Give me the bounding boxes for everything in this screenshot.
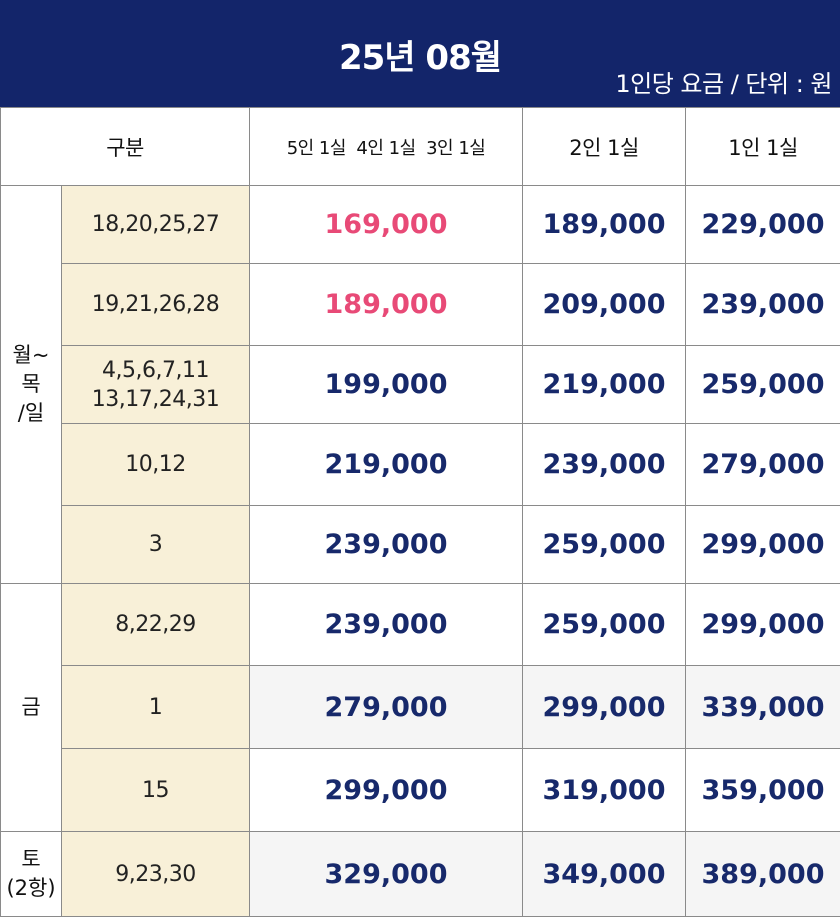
table-row: 1 279,000 299,000 339,000 (1, 665, 840, 749)
table-row: 3 239,000 259,000 299,000 (1, 505, 840, 584)
price-single: 229,000 (685, 185, 840, 264)
price-single: 259,000 (685, 345, 840, 424)
price-single: 359,000 (685, 748, 840, 832)
group-friday: 금 (0, 583, 62, 832)
header-double-room: 2인 1실 (522, 107, 687, 186)
price-double: 299,000 (522, 665, 687, 749)
price-double: 259,000 (522, 583, 687, 666)
table-row: 월~ 목 /일 18,20,25,27 169,000 189,000 229,… (0, 185, 840, 584)
header-multi-room: 5인 1실 4인 1실 3인 1실 (249, 107, 524, 186)
price-double: 239,000 (522, 423, 687, 506)
header-category: 구분 (0, 107, 251, 186)
date-cell: 8,22,29 (60, 583, 251, 666)
price-single: 239,000 (685, 263, 840, 346)
page-title: 25년 08월 (338, 38, 502, 78)
group-saturday: 토 (2항) (0, 831, 62, 917)
group-label-line: 목 (21, 372, 41, 396)
price-single: 279,000 (685, 423, 840, 506)
date-cell: 19,21,26,28 (60, 263, 251, 346)
date-cell: 4,5,6,7,11 13,17,24,31 (60, 345, 251, 424)
date-line: 13,17,24,31 (91, 386, 220, 412)
table-row: 15 299,000 319,000 359,000 (1, 748, 840, 832)
header-row: 구분 5인 1실 4인 1실 3인 1실 2인 1실 1인 1실 (0, 107, 840, 186)
price-multi: 239,000 (249, 505, 524, 584)
price-multi: 279,000 (249, 665, 524, 749)
table-row: 19,21,26,28 189,000 209,000 239,000 (1, 263, 840, 346)
date-cell: 15 (60, 748, 251, 832)
price-double: 259,000 (522, 505, 687, 584)
price-multi: 299,000 (249, 748, 524, 832)
date-cell: 1 (60, 665, 251, 749)
group-label-line: 토 (21, 847, 41, 871)
price-single: 299,000 (685, 505, 840, 584)
date-line: 4,5,6,7,11 (102, 357, 209, 383)
price-multi: 199,000 (249, 345, 524, 424)
price-single: 389,000 (685, 831, 840, 917)
group-label-line: (2항) (6, 876, 56, 900)
price-multi: 329,000 (249, 831, 524, 917)
price-double: 219,000 (522, 345, 687, 424)
group-label-line: 월~ (12, 343, 50, 367)
header-single-room: 1인 1실 (685, 107, 840, 186)
date-cell: 3 (60, 505, 251, 584)
title-banner: 25년 08월 1인당 요금 / 단위 : 원 (0, 0, 840, 107)
date-cell: 10,12 (60, 423, 251, 506)
table-row: 4,5,6,7,11 13,17,24,31 199,000 219,000 2… (1, 345, 840, 424)
date-cell: 9,23,30 (60, 831, 251, 917)
table-row: 금 8,22,29 239,000 259,000 299,000 (0, 583, 840, 832)
price-multi: 189,000 (249, 263, 524, 346)
price-single: 299,000 (685, 583, 840, 666)
table-row: 10,12 219,000 239,000 279,000 (1, 423, 840, 506)
price-single: 339,000 (685, 665, 840, 749)
price-double: 319,000 (522, 748, 687, 832)
group-label-line: /일 (17, 401, 45, 425)
price-table: 구분 5인 1실 4인 1실 3인 1실 2인 1실 1인 1실 월~ 목 /일… (0, 107, 840, 917)
group-weekday: 월~ 목 /일 (0, 185, 62, 584)
price-multi: 219,000 (249, 423, 524, 506)
price-multi: 169,000 (249, 185, 524, 264)
table-row: 토 (2항) 9,23,30 329,000 349,000 389,000 (0, 831, 840, 917)
date-cell: 18,20,25,27 (60, 185, 251, 264)
price-multi: 239,000 (249, 583, 524, 666)
price-double: 349,000 (522, 831, 687, 917)
price-double: 209,000 (522, 263, 687, 346)
price-double: 189,000 (522, 185, 687, 264)
unit-note: 1인당 요금 / 단위 : 원 (615, 70, 832, 98)
